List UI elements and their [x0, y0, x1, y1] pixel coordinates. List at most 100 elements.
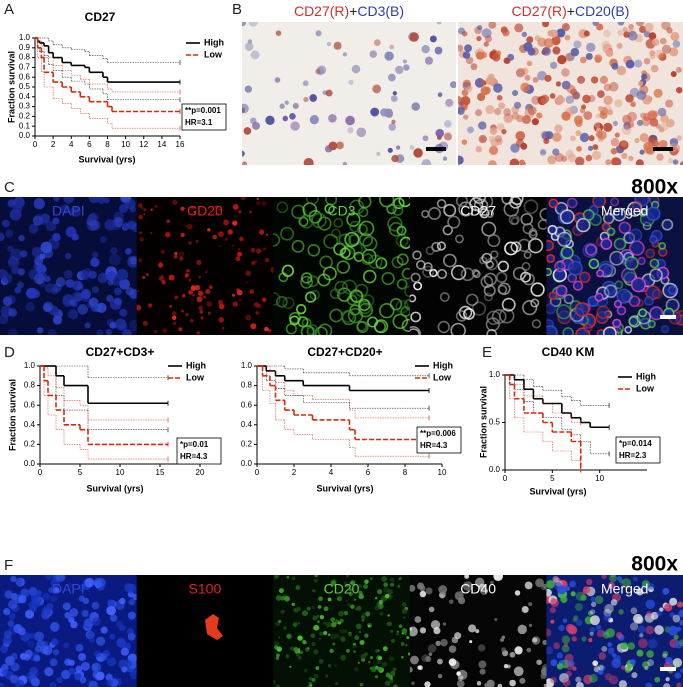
cell [509, 679, 516, 687]
y-tick-label: 0.0 [489, 465, 501, 474]
cell [354, 635, 360, 640]
cell [523, 199, 539, 215]
cell [616, 305, 627, 316]
cell [358, 590, 363, 595]
cell [358, 593, 364, 600]
cell [289, 646, 294, 651]
cell [347, 307, 364, 324]
cell [437, 673, 443, 679]
cell [361, 618, 365, 622]
cell [227, 229, 233, 235]
cell [350, 580, 356, 586]
cell [338, 594, 343, 599]
cell [514, 590, 521, 596]
cell [669, 47, 679, 57]
cell [129, 670, 138, 680]
cell [302, 610, 308, 617]
cell [315, 666, 320, 670]
cell [419, 627, 427, 634]
label-part: + [567, 3, 575, 19]
tile [0, 197, 138, 335]
cell [621, 152, 628, 160]
cell [552, 576, 559, 583]
cell [636, 588, 644, 596]
cell [409, 584, 416, 592]
cell [530, 298, 540, 308]
cell [8, 255, 19, 266]
annotation: **p=0.001 [185, 106, 221, 115]
cell [132, 593, 138, 601]
cell [526, 36, 534, 44]
cell [181, 309, 184, 313]
cell [582, 323, 593, 333]
cell [370, 656, 373, 660]
cell [622, 26, 628, 33]
cell [189, 318, 194, 323]
cell [312, 615, 318, 621]
cell [528, 623, 533, 628]
cell [561, 23, 570, 32]
cell [296, 652, 300, 657]
cell [373, 39, 381, 46]
cell [669, 597, 678, 606]
cell [128, 598, 136, 606]
cell [314, 575, 318, 578]
cell [396, 253, 409, 266]
cell [196, 331, 201, 335]
cell [84, 577, 95, 588]
cell [401, 628, 408, 634]
cell [100, 236, 107, 243]
cell [607, 647, 615, 654]
cell [325, 89, 333, 97]
x-tick-label: 8 [403, 468, 408, 477]
cell [610, 599, 618, 606]
cell [290, 121, 300, 131]
cell [608, 81, 619, 92]
cell [419, 590, 427, 598]
cell [8, 308, 18, 317]
cell [88, 270, 97, 280]
cell [314, 578, 318, 583]
cell [410, 272, 421, 283]
cell [575, 676, 582, 683]
cell [556, 663, 564, 670]
cell [511, 112, 520, 120]
cell [205, 288, 211, 295]
y-tick-label: 0.0 [24, 459, 36, 468]
cell [649, 117, 659, 127]
cell [678, 609, 683, 618]
cell [358, 220, 375, 237]
cell [597, 90, 605, 98]
cell [667, 158, 674, 164]
cell [649, 53, 656, 60]
x-tick-label: 2 [292, 468, 297, 477]
cell [547, 224, 558, 235]
cell [550, 597, 556, 604]
cell [409, 626, 418, 637]
cell [217, 299, 224, 305]
cell [636, 649, 644, 657]
cell [104, 219, 116, 231]
cell [604, 603, 614, 614]
cell [605, 159, 612, 165]
cell [585, 154, 593, 162]
label-part: CD27(R) [512, 3, 567, 19]
cell [297, 635, 303, 641]
cell [316, 614, 320, 618]
cell [564, 34, 571, 41]
cell [521, 31, 528, 38]
cell [628, 155, 634, 162]
cell [275, 30, 282, 36]
cell [550, 676, 557, 684]
cell [292, 622, 298, 628]
cell [548, 198, 559, 209]
cell [603, 104, 612, 114]
cell [122, 329, 132, 335]
cell [179, 256, 184, 261]
cell [207, 311, 211, 315]
cell [292, 621, 298, 627]
cell [342, 161, 348, 165]
cell [8, 612, 16, 620]
y-axis-label: Fraction survival [478, 386, 488, 458]
x-tick-label: 10 [116, 468, 125, 477]
